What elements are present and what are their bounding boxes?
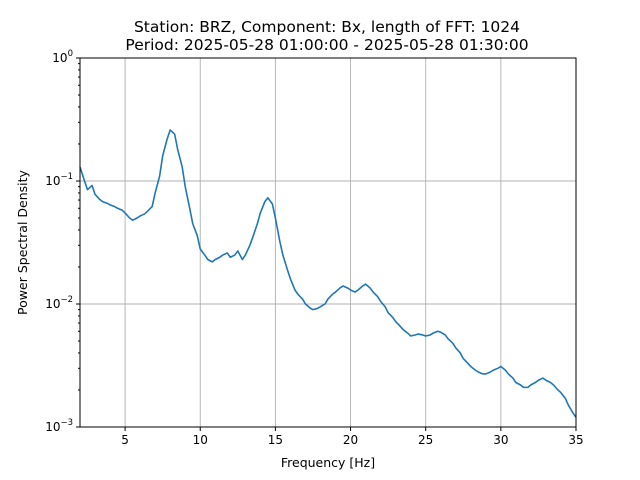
x-tick-label-3: 20 [343,433,358,447]
y-tick-label-base-3: 10 [52,51,67,65]
grid-lines [80,57,577,428]
y-tick-label-1: 10−2 [45,295,73,311]
x-tick-label-2: 15 [268,433,283,447]
plot-frame [79,57,577,428]
series-layer [79,129,577,418]
x-tick-label-5: 30 [493,433,508,447]
chart-title-line1: Station: BRZ, Component: Bx, length of F… [134,18,520,36]
series-line-0 [79,129,577,418]
y-tick-label-2: 10−1 [45,172,73,188]
x-tick-label-4: 25 [418,433,433,447]
x-tick-label-0: 5 [121,433,129,447]
chart-title-line2: Period: 2025-05-28 01:00:00 - 2025-05-28… [125,36,528,54]
y-tick-label-base-2: 10 [45,174,60,188]
y-tick-label-0: 10−3 [45,418,73,434]
x-tick-label-1: 10 [193,433,208,447]
x-axis-ticks: 5 10 15 20 25 30 35 [121,427,584,447]
y-tick-label-exp-1: −2 [60,295,73,305]
y-tick-label-3: 100 [52,49,73,65]
y-tick-label-exp-3: 0 [68,49,73,59]
y-tick-label-exp-2: −1 [60,172,73,182]
x-axis-label: Frequency [Hz] [281,455,375,470]
y-tick-label-exp-0: −3 [60,418,73,428]
x-tick-label-6: 35 [568,433,583,447]
y-axis-label: Power Spectral Density [15,169,30,314]
y-tick-label-base-1: 10 [45,297,60,311]
y-tick-label-base-0: 10 [45,420,60,434]
